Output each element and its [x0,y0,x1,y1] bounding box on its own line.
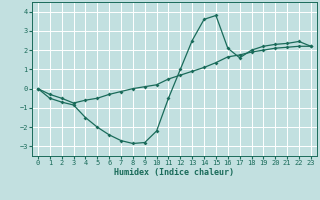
X-axis label: Humidex (Indice chaleur): Humidex (Indice chaleur) [115,168,234,177]
